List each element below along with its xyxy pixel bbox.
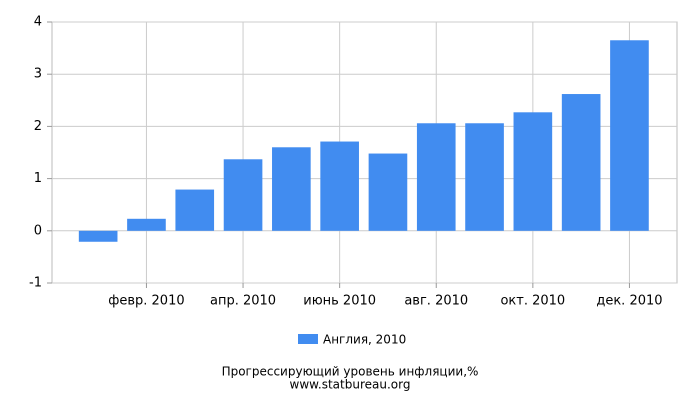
bar [465,123,504,231]
legend-swatch [298,334,318,344]
x-tick-label: окт. 2010 [500,294,565,309]
bar [175,189,215,231]
y-tick-label: 4 [34,15,42,30]
x-tick-label: июнь 2010 [303,294,376,309]
x-tick-label: февр. 2010 [108,294,184,309]
bar [561,94,601,231]
source: www.statbureau.org [290,378,411,392]
legend-label: Англия, 2010 [323,333,406,347]
bar [223,159,263,231]
bar [513,112,553,231]
x-tick-label: апр. 2010 [210,294,276,309]
bar [416,123,456,231]
chart-title: Прогрессирующий уровень инфляции,% [222,365,479,379]
y-tick-label: -1 [29,276,42,291]
bar [368,153,408,231]
x-tick-label: дек. 2010 [596,294,662,309]
bar [320,141,359,231]
x-tick-label: авг. 2010 [404,294,468,309]
bar [127,218,166,231]
bar [78,230,118,242]
y-tick-label: 1 [34,171,42,186]
bar [610,40,649,231]
bar [272,147,311,231]
y-tick-label: 3 [34,67,42,82]
y-tick-label: 0 [34,223,42,238]
y-tick-label: 2 [34,119,42,134]
